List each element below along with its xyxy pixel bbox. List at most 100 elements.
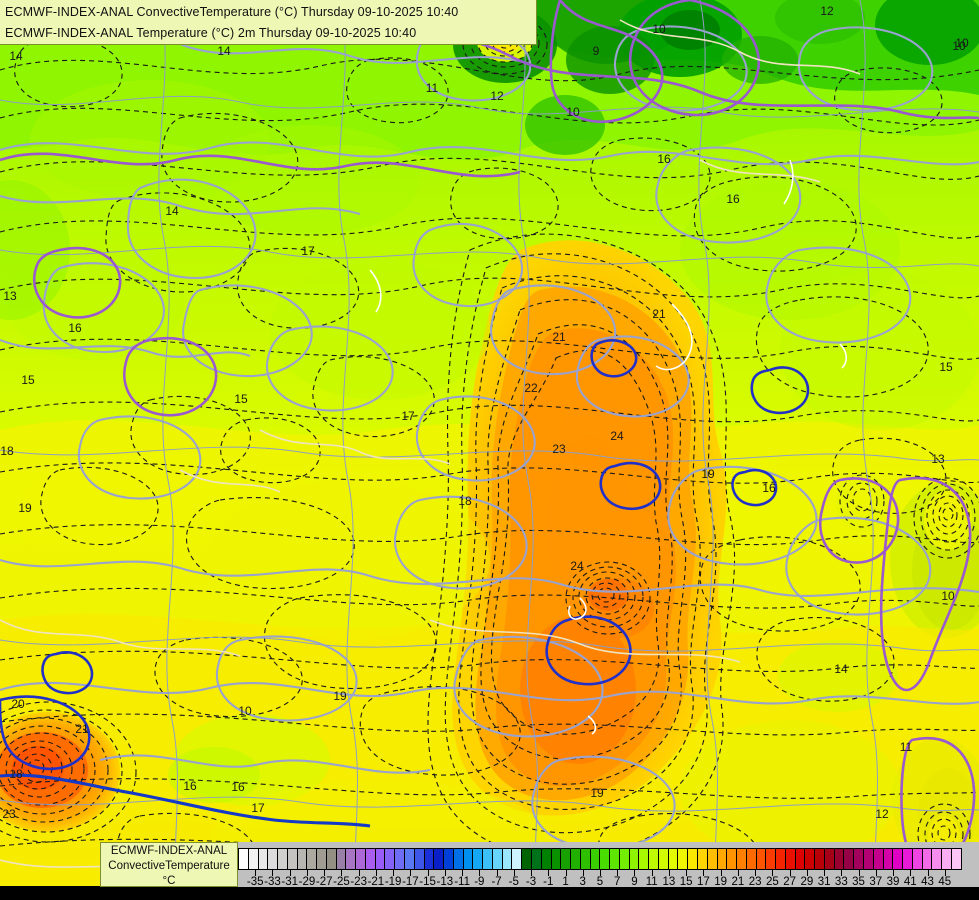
map-title-overlay: ECMWF-INDEX-ANAL ConvectiveTemperature (… [0,0,537,45]
color-scale-segment [805,849,816,869]
color-scale-tick-label: 35 [852,876,865,888]
color-scale-segment [766,849,777,869]
contour-label: 19 [590,786,604,800]
color-scale-segment [258,849,269,869]
color-scale-tick [789,870,791,876]
color-scale-tick-label: 9 [631,876,638,888]
contour-label: 12 [820,4,834,18]
contour-label: 15 [21,373,35,387]
contour-label: 10 [652,22,666,36]
color-scale-tick [910,870,912,876]
contour-label: 11 [426,81,439,95]
contour-label: 16 [68,321,82,335]
contour-label: 12 [490,89,504,103]
color-scale-segment [629,849,640,869]
color-scale-tick [755,870,757,876]
color-scale-tick [582,870,584,876]
color-scale-tick-label: -7 [491,876,502,888]
color-scale-segment [951,849,961,869]
color-scale-segment [268,849,279,869]
color-scale-tick-label: 5 [596,876,604,888]
color-scale-segment [893,849,904,869]
contour-label: 12 [875,807,889,821]
color-scale-tick-label: 45 [938,876,952,888]
color-scale-segment [639,849,650,869]
color-scale-tick [375,870,377,876]
color-scale-tick [806,870,808,876]
contour-label: 17 [301,244,315,258]
contour-label: 13 [3,289,17,303]
color-scale-segment [531,849,542,869]
color-scale-segment [571,849,581,869]
contour-label: 14 [9,49,23,63]
color-scale-tick-label: -17 [402,876,419,888]
color-scale-segment [326,849,337,869]
contour-label: 18 [9,767,23,781]
color-scale-segment [365,849,376,869]
color-scale-tick [634,870,636,876]
color-scale-segment [512,849,523,869]
color-scale-tick-label: 25 [765,876,779,888]
color-scale-tick-label: 13 [662,876,676,888]
color-scale-tick [358,870,360,876]
contour-label: 20 [11,697,25,711]
contour-label: 21 [75,722,89,736]
color-scale-tick [341,870,343,876]
color-scale-tick-label: 3 [579,876,586,888]
color-scale-segment [502,849,513,869]
color-scale-tick-label: 17 [697,876,710,888]
color-scale-tick [496,870,498,876]
color-scale-tick [858,870,860,876]
color-scale-segment [239,849,249,869]
color-scale-segment [492,849,503,869]
contour-label: 14 [165,204,179,218]
color-scale-tick [565,870,567,876]
color-scale-tick-label: -31 [281,876,299,888]
color-scale-segment [385,849,396,869]
contour-label: 15 [939,360,953,374]
color-scale-segment [307,849,318,869]
color-scale-segment [336,849,347,869]
color-scale-tick-label: -33 [264,876,281,888]
color-scale-tick-label: -11 [454,876,470,888]
color-scale-segment [932,849,943,869]
color-scale-bar[interactable] [238,848,962,870]
color-scale-segment [346,849,357,869]
contour-label: 19 [333,689,347,703]
color-scale-tick-label: -29 [298,876,316,888]
color-scale-segment [444,849,454,869]
color-scale-segment [834,849,845,869]
contour-label: 19 [701,467,715,481]
color-scale-segment [844,849,855,869]
legend-field-label: ConvectiveTemperature [108,860,230,872]
color-scale-segment [375,849,386,869]
colorbar-legend: ECMWF-INDEX-ANAL ConvectiveTemperature °… [0,842,979,900]
color-scale-tick-label: 31 [817,876,831,888]
color-scale-tick-label: 37 [869,876,883,888]
contour-label: 21 [552,330,566,344]
color-scale-tick-label: 29 [800,876,814,888]
color-scale-tick-label: 33 [834,876,848,888]
color-scale-segment [864,849,874,869]
title-line-temperature: ECMWF-INDEX-ANAL Temperature (°C) 2m Thu… [5,26,417,40]
color-scale-tick [393,870,395,876]
color-scale-segment [287,849,298,869]
contour-label: 16 [231,780,245,794]
contour-label: 22 [524,381,538,395]
color-scale-tick-label: 7 [614,876,621,888]
contour-label: 15 [234,392,248,406]
color-scale-tick [651,870,653,876]
color-scale-tick [462,870,464,876]
color-scale-segment [463,849,474,869]
color-scale-segment [903,849,913,869]
color-scale-segment [619,849,630,869]
color-scale-segment [248,849,259,869]
color-scale-segment [600,849,611,869]
contour-lines-dashed [0,13,979,886]
color-scale-tick [944,870,946,876]
color-scale-segment [580,849,591,869]
color-scale-tick [531,870,533,876]
